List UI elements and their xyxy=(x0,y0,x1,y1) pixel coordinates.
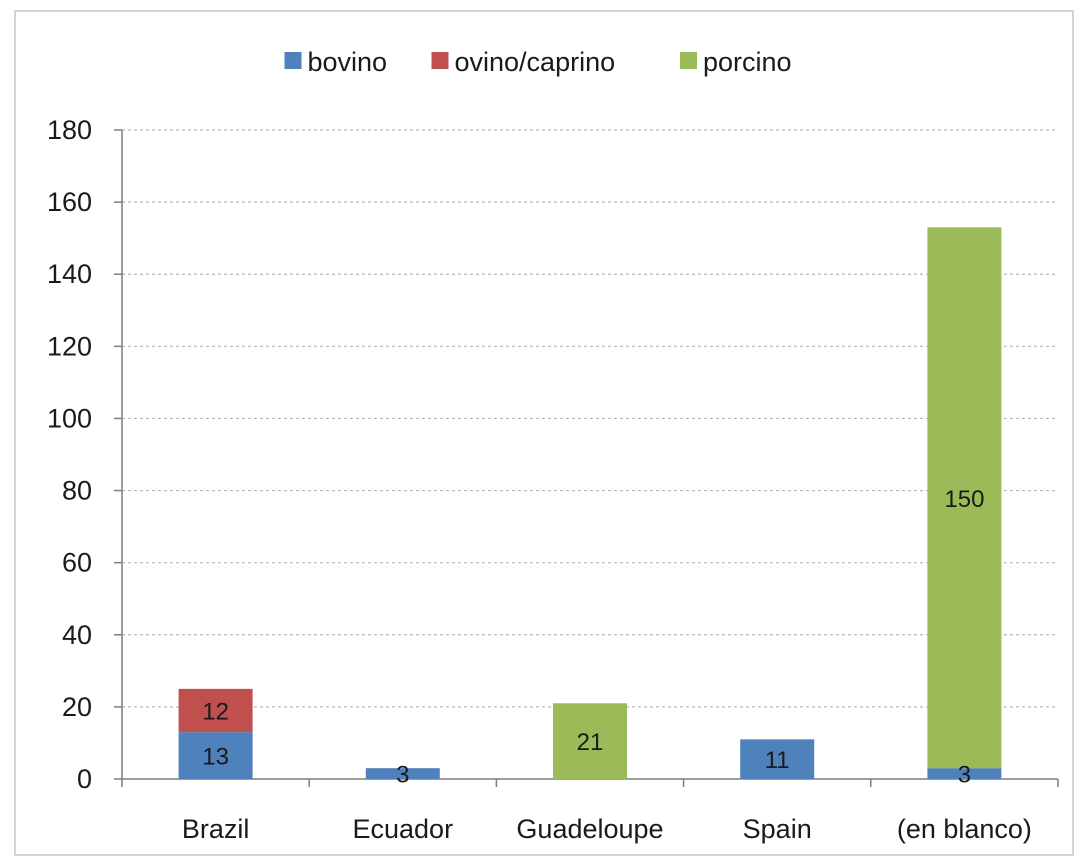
bar-ovino-caprino xyxy=(178,688,253,733)
y-tick-label: 20 xyxy=(62,692,92,722)
x-tick-label: Brazil xyxy=(182,814,250,844)
bar-bovino xyxy=(927,768,1002,779)
data-label: 12 xyxy=(202,698,229,725)
data-label: 13 xyxy=(202,744,229,771)
x-tick-label: (en blanco) xyxy=(897,814,1032,844)
data-label: 150 xyxy=(944,486,984,513)
x-tick-label: Guadeloupe xyxy=(516,814,663,844)
y-tick-label: 160 xyxy=(47,187,92,217)
data-label: 3 xyxy=(396,762,409,789)
legend-label: bovino xyxy=(308,47,388,77)
data-label: 21 xyxy=(577,729,604,756)
data-label: 3 xyxy=(958,762,971,789)
y-tick-label: 80 xyxy=(62,476,92,506)
bars xyxy=(178,227,1002,779)
y-tick-label: 120 xyxy=(47,331,92,361)
y-tick-label: 60 xyxy=(62,548,92,578)
legend-swatch xyxy=(431,52,449,69)
y-tick-label: 0 xyxy=(77,764,92,794)
bar-bovino xyxy=(365,768,440,779)
bar-bovino xyxy=(178,732,253,779)
x-tick-label: Ecuador xyxy=(353,814,454,844)
axes: 0 20 40 60 80 100 120 140 160 180 Brazil Ecuador Gua… xyxy=(47,115,1059,844)
data-label: 11 xyxy=(765,747,790,774)
y-tick-label: 100 xyxy=(47,403,92,433)
bar-porcino xyxy=(553,703,627,779)
y-tick-label: 140 xyxy=(47,259,92,289)
legend-swatch xyxy=(680,52,697,69)
legend-label: ovino/caprino xyxy=(455,47,616,77)
bar-porcino xyxy=(927,227,1002,769)
bar-bovino xyxy=(740,739,815,779)
gridlines xyxy=(122,129,1058,708)
data-labels: 13 12 3 21 11 3 150 xyxy=(202,486,984,789)
legend-swatch xyxy=(284,52,302,69)
legend: bovino ovino/caprino porcino xyxy=(284,47,792,77)
y-tick-label: 180 xyxy=(47,115,92,145)
legend-label: porcino xyxy=(703,47,792,77)
x-tick-label: Spain xyxy=(743,814,812,844)
y-tick-label: 40 xyxy=(62,620,92,650)
